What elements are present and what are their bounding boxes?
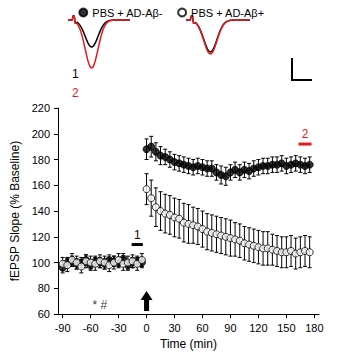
svg-text:150: 150 <box>277 322 295 334</box>
svg-text:180: 180 <box>305 322 323 334</box>
svg-text:1: 1 <box>72 67 79 81</box>
svg-text:120: 120 <box>32 231 50 243</box>
svg-text:2: 2 <box>72 86 79 100</box>
svg-text:Time (min): Time (min) <box>160 337 217 351</box>
svg-text:60: 60 <box>38 308 50 320</box>
svg-text:60: 60 <box>196 322 208 334</box>
svg-text:-30: -30 <box>111 322 127 334</box>
svg-text:PBS + AD-Aβ+: PBS + AD-Aβ+ <box>191 7 264 19</box>
svg-text:-60: -60 <box>83 322 99 334</box>
svg-text:220: 220 <box>32 102 50 114</box>
svg-text:90: 90 <box>224 322 236 334</box>
svg-text:2: 2 <box>302 127 309 141</box>
svg-text:140: 140 <box>32 205 50 217</box>
svg-text:120: 120 <box>249 322 267 334</box>
svg-text:160: 160 <box>32 179 50 191</box>
svg-text:180: 180 <box>32 154 50 166</box>
svg-text:100: 100 <box>32 257 50 269</box>
svg-text:0: 0 <box>143 322 149 334</box>
svg-text:1: 1 <box>134 228 141 242</box>
svg-text:200: 200 <box>32 128 50 140</box>
svg-text:fEPSP Slope (% Baseline): fEPSP Slope (% Baseline) <box>8 141 22 282</box>
svg-text:PBS + AD-Aβ-: PBS + AD-Aβ- <box>92 7 163 19</box>
svg-text:* #: * # <box>93 298 108 312</box>
svg-text:30: 30 <box>168 322 180 334</box>
svg-text:-90: -90 <box>55 322 71 334</box>
svg-text:80: 80 <box>38 282 50 294</box>
